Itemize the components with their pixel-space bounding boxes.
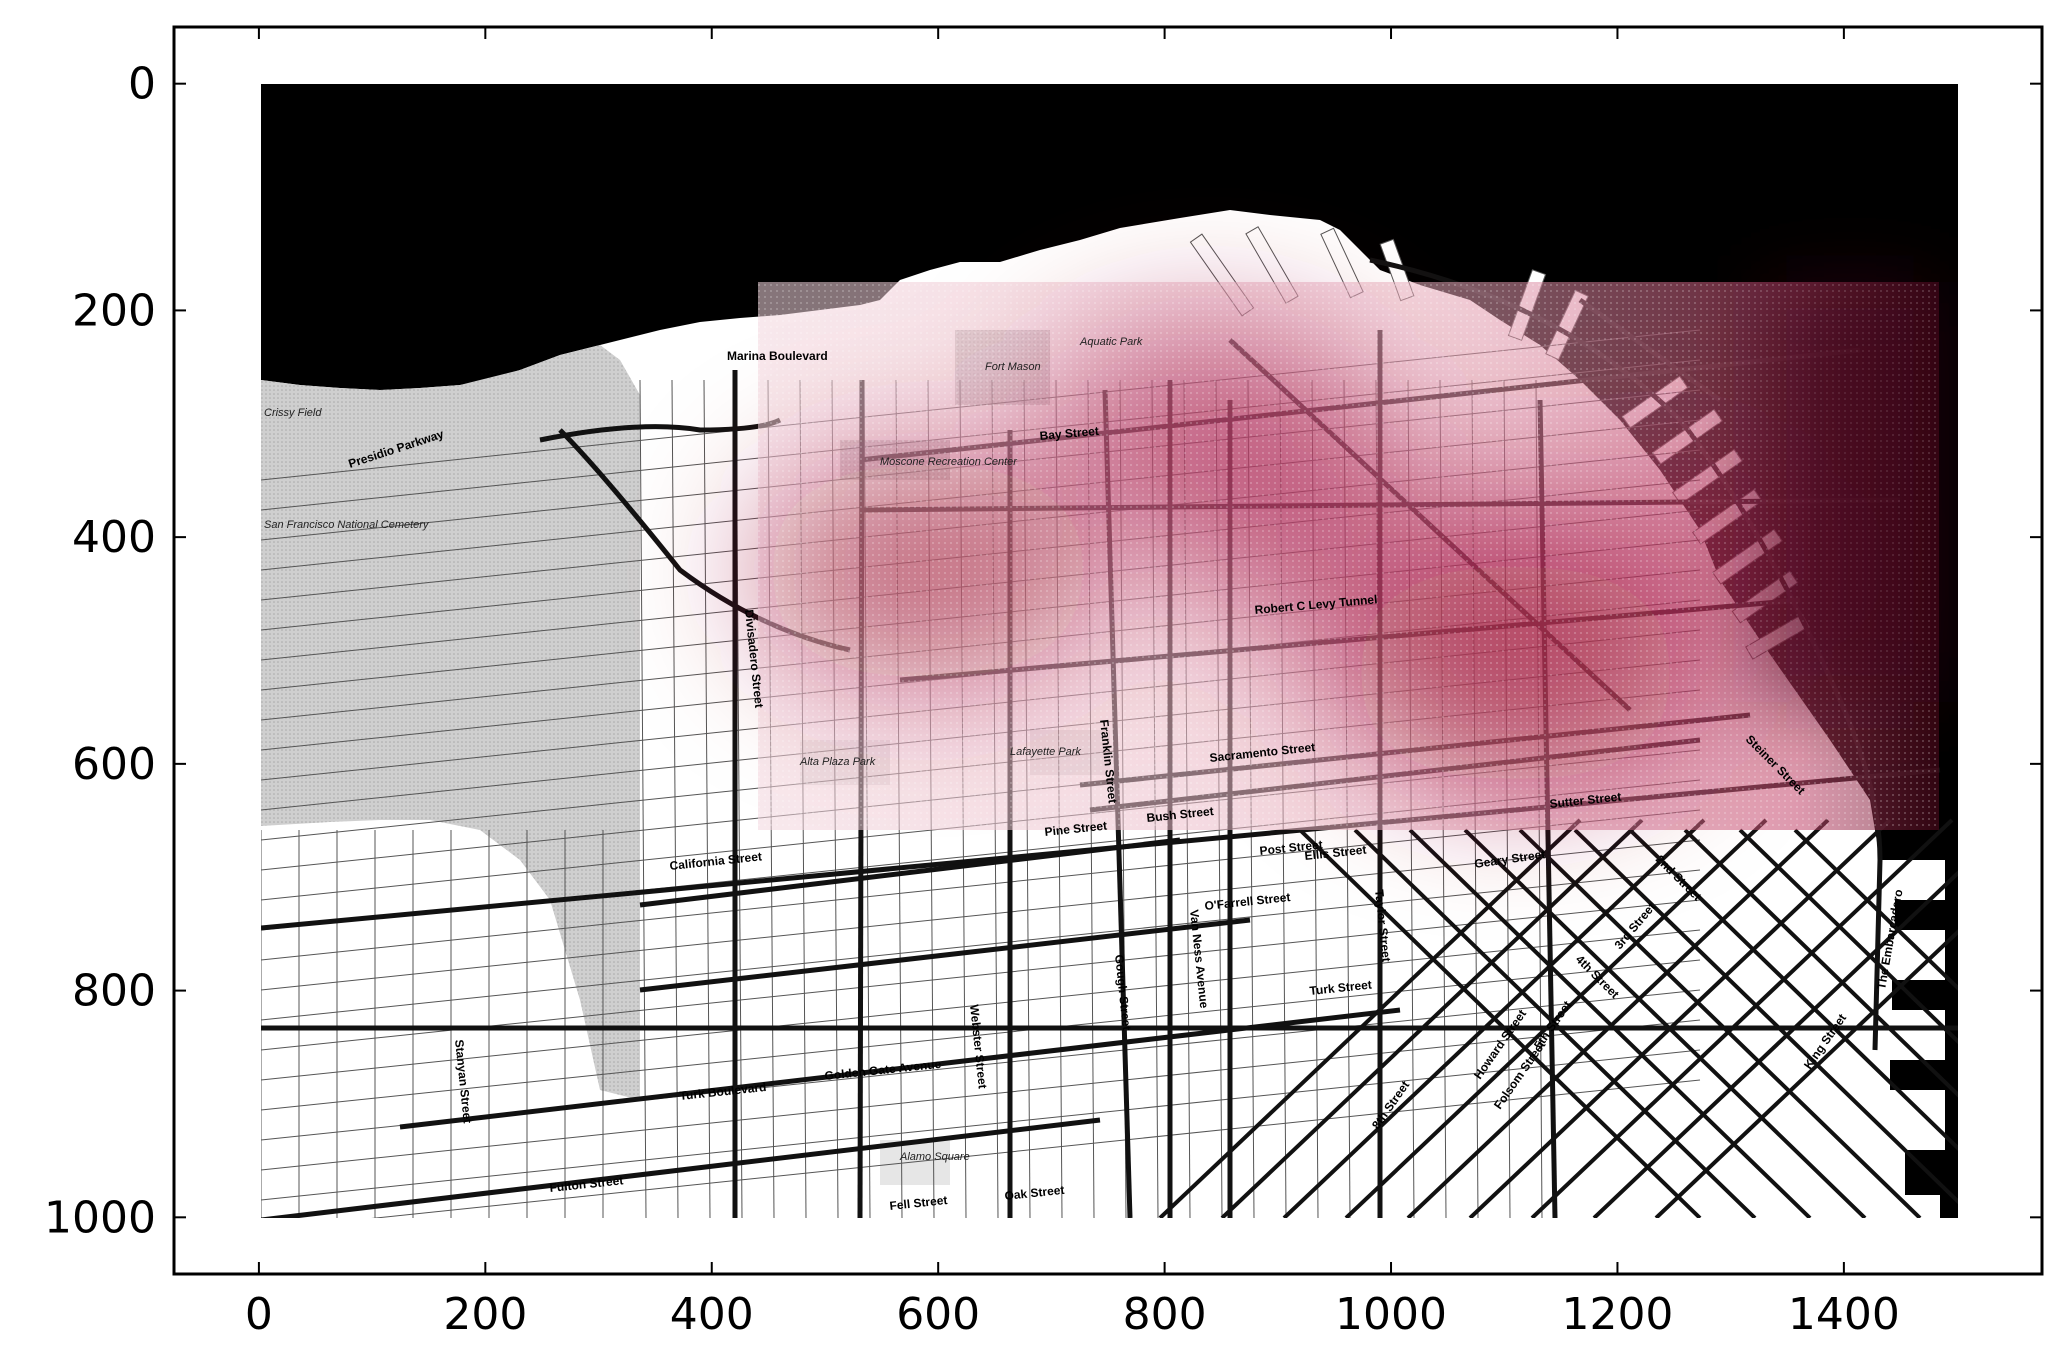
label-bay-street: Bay Street: [1039, 424, 1099, 443]
soma-street: [1406, 818, 1830, 1218]
minor-street: [261, 1049, 1701, 1201]
soma-street: [1530, 818, 1954, 1218]
y-tick-label: 600: [72, 739, 156, 790]
minor-street: [261, 1019, 1701, 1171]
axes-frame: [172, 25, 2044, 1276]
minor-street: [261, 869, 1701, 1021]
label-turk-street: Turk Street: [1309, 978, 1373, 998]
label-alta-plaza-park: Alta Plaza Park: [799, 756, 876, 768]
label-alamo-square: Alamo Square: [899, 1151, 970, 1163]
soma-street: [1353, 828, 1757, 1218]
label-oak-street: Oak Street: [1004, 1183, 1065, 1203]
bay-water: [261, 84, 1958, 1218]
soma-street: [1158, 818, 1582, 1218]
label-marina-boulevard: Marina Boulevard: [727, 349, 828, 363]
soma-street: [1344, 818, 1768, 1218]
x-tick-label: 400: [670, 1289, 754, 1340]
x-tick-label: 600: [896, 1289, 980, 1340]
soma-street: [1628, 828, 1958, 1151]
soma-street: [1654, 929, 1958, 1218]
street-map: Marina Boulevard Presidio Parkway Bay St…: [261, 84, 1958, 1218]
y-tick-label: 200: [72, 285, 156, 336]
label-crissy-field: Crissy Field: [264, 407, 322, 419]
soma-street: [1573, 828, 1958, 1205]
label-post-street: Post Street: [1259, 837, 1323, 858]
x-tick-label: 800: [1123, 1289, 1207, 1340]
label-fort-mason: Fort Mason: [985, 361, 1041, 373]
label-lafayette-park: Lafayette Park: [1010, 746, 1081, 758]
presidio-park: [261, 345, 640, 1100]
y-tick-label: 800: [72, 966, 156, 1017]
label-aquatic-park: Aquatic Park: [1079, 336, 1143, 348]
soma-street: [1298, 828, 1702, 1218]
x-tick-label: 0: [245, 1289, 273, 1340]
alamo-square: [880, 1140, 950, 1185]
soma-street: [1220, 818, 1644, 1218]
soma-street: [1463, 828, 1867, 1218]
y-axis: 0 200 400 600 800 1000: [44, 59, 2042, 1243]
x-tick-label: 1000: [1335, 1289, 1447, 1340]
heatmap-texture: [758, 282, 1939, 830]
soma-street: [1518, 828, 1922, 1218]
heatmap-edge: [1760, 282, 1940, 702]
soma-street: [1408, 828, 1812, 1218]
label-fell-street: Fell Street: [889, 1193, 948, 1213]
y-tick-label: 400: [72, 512, 156, 563]
minor-street: [261, 929, 1701, 1081]
heatmap-layer: [756, 282, 1940, 830]
label-sf-national-cemetery: San Francisco National Cemetery: [264, 519, 430, 531]
x-tick-label: 1200: [1561, 1289, 1673, 1340]
label-moscone-recreation: Moscone Recreation Center: [880, 456, 1018, 468]
minor-street: [671, 379, 679, 1218]
minor-street: [261, 899, 1701, 1051]
minor-street: [261, 839, 1701, 991]
soma-street: [1793, 828, 1958, 991]
x-tick-label: 1400: [1788, 1289, 1900, 1340]
x-axis: 0 200 400 600 800 1000 1200 1400: [245, 27, 1900, 1340]
soma-street: [1468, 818, 1892, 1218]
x-tick-label: 200: [443, 1289, 527, 1340]
y-tick-label: 0: [128, 59, 156, 110]
minor-street: [371, 1079, 1701, 1218]
soma-street: [1683, 828, 1958, 1098]
label-pine-street: Pine Street: [1044, 819, 1108, 839]
soma-streets: [1158, 818, 1958, 1218]
minor-street: [703, 379, 711, 1218]
y-tick-label: 1000: [44, 1192, 156, 1243]
label-ellis-street: Ellis Street: [1304, 843, 1367, 863]
minor-street: [261, 809, 1701, 961]
soma-street: [1738, 828, 1958, 1045]
soma-street: [1592, 870, 1958, 1218]
